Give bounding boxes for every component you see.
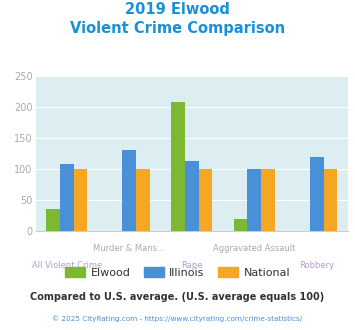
Bar <box>261 169 275 231</box>
Bar <box>185 161 198 231</box>
Text: Compared to U.S. average. (U.S. average equals 100): Compared to U.S. average. (U.S. average … <box>31 292 324 302</box>
Text: All Violent Crime: All Violent Crime <box>32 261 102 270</box>
Text: Aggravated Assault: Aggravated Assault <box>213 244 295 253</box>
Text: Murder & Mans...: Murder & Mans... <box>93 244 165 253</box>
Bar <box>136 169 150 231</box>
Bar <box>122 150 136 231</box>
Bar <box>73 169 87 231</box>
Text: Violent Crime Comparison: Violent Crime Comparison <box>70 21 285 36</box>
Bar <box>310 156 323 231</box>
Text: 2019 Elwood: 2019 Elwood <box>125 2 230 16</box>
Bar <box>323 169 337 231</box>
Text: Rape: Rape <box>181 261 202 270</box>
Bar <box>171 102 185 231</box>
Bar <box>234 218 247 231</box>
Bar <box>198 169 212 231</box>
Text: Robbery: Robbery <box>299 261 334 270</box>
Bar <box>247 169 261 231</box>
Bar <box>46 209 60 231</box>
Text: © 2025 CityRating.com - https://www.cityrating.com/crime-statistics/: © 2025 CityRating.com - https://www.city… <box>53 315 302 322</box>
Legend: Elwood, Illinois, National: Elwood, Illinois, National <box>60 263 295 282</box>
Bar <box>60 164 73 231</box>
